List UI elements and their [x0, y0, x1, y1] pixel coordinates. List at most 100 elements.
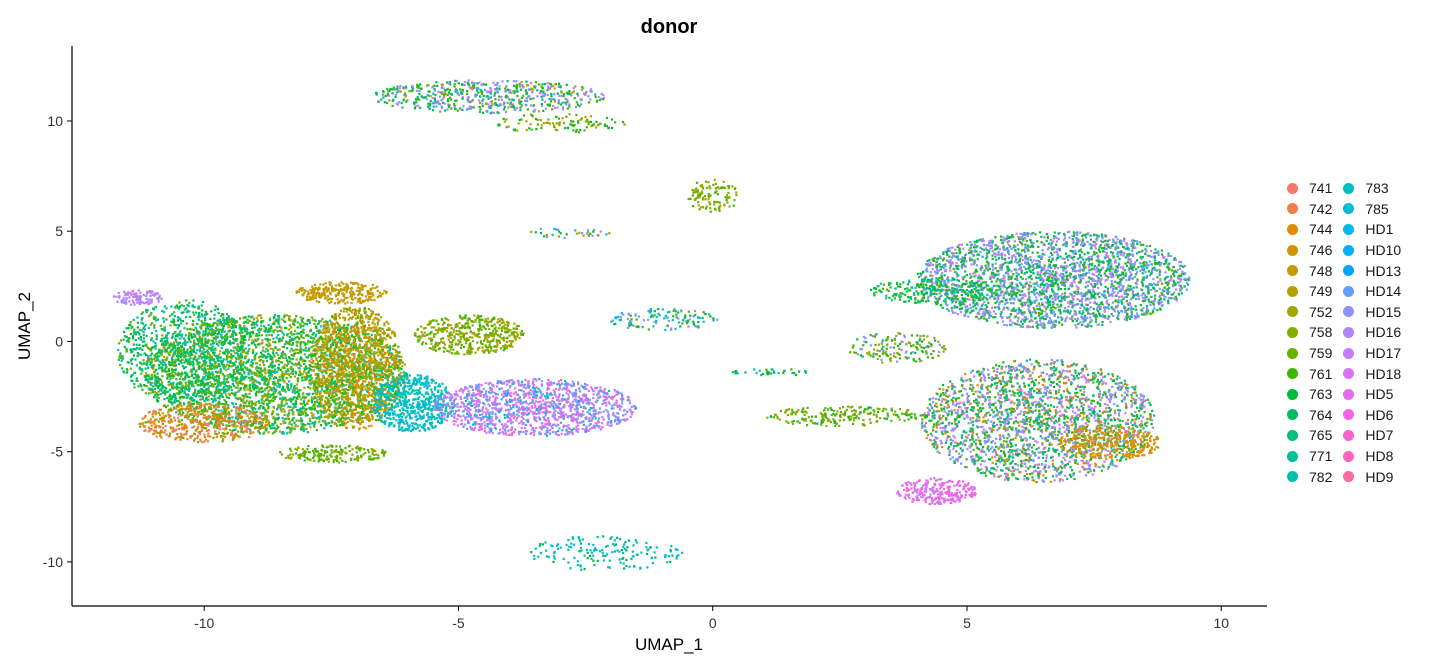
data-point [286, 384, 289, 387]
data-point [145, 343, 148, 346]
data-point [183, 327, 186, 330]
data-point [315, 357, 318, 360]
data-point [299, 389, 302, 392]
data-point [363, 385, 366, 388]
data-point [234, 396, 237, 400]
data-point [189, 315, 192, 318]
data-point [301, 379, 304, 382]
data-point [212, 351, 215, 355]
data-point [295, 358, 298, 361]
data-point [277, 367, 280, 370]
data-point [223, 341, 226, 344]
data-point [240, 331, 243, 334]
data-point [145, 298, 148, 301]
data-point [333, 328, 336, 331]
data-point [216, 406, 219, 409]
data-point [157, 396, 160, 400]
data-point [163, 350, 166, 353]
data-point [174, 337, 177, 340]
data-point [200, 387, 203, 391]
data-point [299, 371, 302, 375]
data-point [386, 403, 389, 406]
data-point [221, 440, 224, 443]
data-point [307, 340, 310, 343]
data-point [304, 368, 307, 371]
data-point [312, 384, 315, 387]
data-point [156, 393, 159, 396]
data-point [225, 378, 229, 381]
data-point [159, 339, 162, 343]
data-point [222, 365, 225, 368]
data-point [330, 345, 333, 348]
data-point [221, 363, 224, 366]
data-point [243, 334, 247, 337]
data-point [205, 416, 208, 419]
data-point [216, 417, 219, 420]
data-point [245, 361, 248, 364]
data-point [322, 420, 326, 423]
data-point [255, 352, 258, 355]
data-point [314, 447, 317, 450]
data-point [289, 350, 292, 353]
data-point [241, 341, 244, 344]
data-point [354, 309, 357, 313]
data-point [334, 338, 337, 341]
data-point [246, 424, 249, 427]
data-point [244, 316, 247, 319]
data-point [338, 338, 341, 341]
data-point [220, 341, 224, 344]
data-point [244, 367, 248, 370]
data-point [195, 380, 199, 383]
data-point [118, 342, 121, 345]
data-point [216, 413, 219, 417]
data-point [207, 435, 210, 438]
data-point [236, 366, 239, 369]
data-point [337, 328, 340, 332]
data-point [346, 328, 349, 332]
data-point [268, 317, 272, 320]
data-point [250, 323, 253, 326]
data-point [280, 318, 283, 321]
data-point [271, 410, 274, 414]
data-point [281, 398, 284, 402]
data-point [334, 385, 337, 388]
data-point [252, 317, 255, 320]
data-point [125, 298, 128, 301]
data-point [194, 410, 197, 413]
data-point [248, 319, 251, 322]
data-point [257, 417, 260, 420]
data-point [174, 397, 178, 400]
data-point [136, 297, 139, 300]
data-point [165, 318, 168, 321]
data-point [230, 376, 233, 379]
data-point [244, 401, 247, 404]
data-point [375, 365, 378, 368]
data-point [226, 424, 229, 427]
data-point [264, 425, 267, 428]
data-point [317, 373, 320, 376]
data-point [318, 418, 321, 421]
data-point [187, 403, 190, 406]
data-point [248, 400, 251, 403]
data-point [203, 406, 206, 409]
data-point [201, 397, 204, 400]
data-point [158, 348, 161, 351]
data-point [191, 421, 194, 424]
data-point [240, 366, 243, 369]
data-point [166, 339, 169, 343]
data-point [161, 375, 164, 378]
data-point [268, 425, 272, 428]
data-point [299, 409, 302, 412]
data-point [149, 313, 152, 316]
data-point [330, 383, 333, 386]
data-point [228, 365, 231, 368]
data-point [178, 390, 181, 393]
data-point [312, 332, 315, 335]
data-point [265, 343, 268, 346]
data-point [152, 433, 155, 436]
data-point [172, 343, 175, 347]
data-point [343, 384, 346, 387]
data-point [228, 355, 232, 358]
data-point [155, 399, 159, 402]
data-point [228, 320, 232, 323]
